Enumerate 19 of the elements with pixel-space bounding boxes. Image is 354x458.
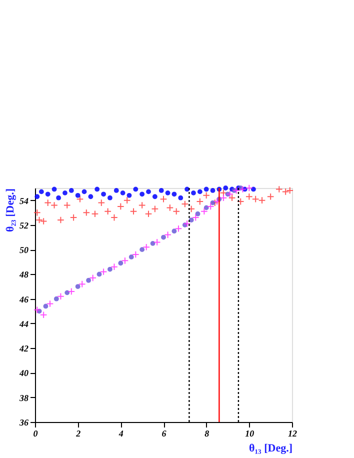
y-tick-label: 40	[18, 368, 29, 378]
y-tick-label: 48	[18, 270, 29, 280]
y-axis-title: θ₂₃ [Deg.]	[4, 188, 16, 232]
x-tick-label: 2	[75, 428, 82, 438]
y-tick-label: 44	[18, 318, 29, 329]
x-tick-label: 12	[288, 428, 298, 438]
y-tick-label: 36	[18, 418, 29, 428]
x-tick-label: 8	[204, 428, 210, 438]
y-tick-label: 50	[20, 245, 29, 256]
y-tick-label: 46	[18, 294, 29, 304]
x-tick-label: 10	[245, 428, 255, 438]
y-tick-label: 38	[18, 392, 29, 403]
y-tick-label: 54	[20, 196, 29, 206]
x-axis-title: θ₁₃ [Deg.]	[249, 442, 292, 454]
y-tick-label: 52	[20, 220, 29, 230]
x-tick-label: 4	[118, 428, 124, 438]
x-tick-label: 0	[33, 428, 38, 438]
x-tick-label: 6	[162, 428, 167, 438]
y-tick-label: 42	[18, 344, 29, 354]
